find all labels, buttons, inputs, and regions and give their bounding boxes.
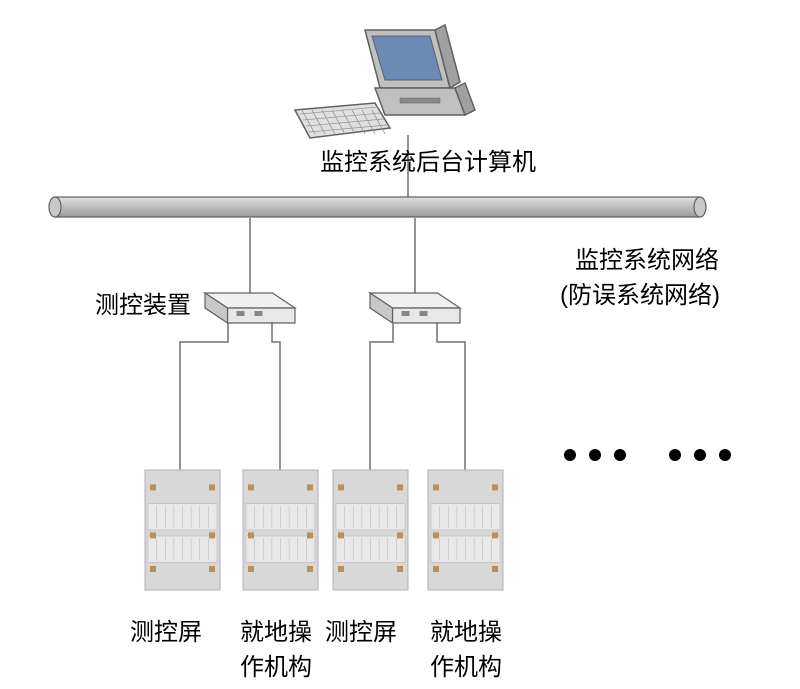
bus-label-line1: 监控系统网络 (575, 240, 719, 275)
panel1-label: 测控屏 (130, 612, 202, 647)
panel-2 (333, 470, 408, 590)
diagram-canvas (0, 0, 800, 689)
computer-icon (295, 25, 475, 138)
device-label: 测控装置 (95, 285, 191, 320)
panel-1 (243, 470, 318, 590)
panel4-label: 就地操 作机构 (430, 612, 502, 682)
control-device-0 (205, 293, 295, 323)
ellipsis-icon (564, 449, 731, 461)
control-device-1 (370, 293, 460, 323)
bus-label-line2: (防误系统网络) (560, 275, 720, 310)
bus-cap-right (694, 197, 706, 217)
panel-3 (428, 470, 503, 590)
panel-line-0 (180, 322, 228, 470)
panel-0 (145, 470, 220, 590)
panel2-label: 就地操 作机构 (240, 612, 312, 682)
panel-line-1 (272, 322, 280, 470)
network-bus (55, 197, 700, 217)
panel-line-3 (437, 322, 465, 470)
computer-label: 监控系统后台计算机 (320, 142, 536, 177)
panel-line-2 (370, 322, 393, 470)
bus-cap-left (49, 197, 61, 217)
panel3-label: 测控屏 (325, 612, 397, 647)
